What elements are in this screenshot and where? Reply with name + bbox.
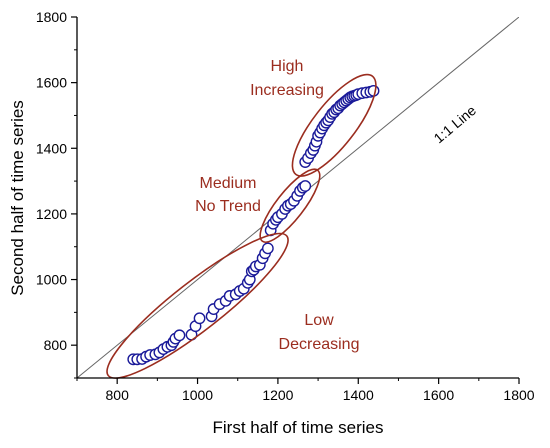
data-points (127, 84, 380, 366)
group-ellipse-2 (106, 232, 289, 379)
annotation-medium-line1: Medium (200, 175, 257, 192)
x-axis-label: First half of time series (213, 418, 384, 437)
x-tick-label: 1000 (182, 387, 213, 403)
x-tick-label: 800 (106, 387, 130, 403)
y-tick-label: 1000 (36, 272, 67, 288)
annotation-medium-line2: No Trend (195, 198, 261, 215)
x-tick-label: 1800 (503, 387, 534, 403)
axis-ticks: 800 1000 1200 1400 1600 1800 800 1000 1200 1400 16… (36, 9, 535, 403)
x-tick-label: 1200 (262, 387, 293, 403)
data-point (193, 312, 206, 325)
y-tick-label: 1800 (36, 9, 67, 25)
y-tick-label: 1400 (36, 140, 67, 156)
data-point (261, 242, 274, 255)
y-tick-label: 800 (44, 337, 68, 353)
data-point (299, 180, 312, 192)
y-tick-label: 1600 (36, 75, 67, 91)
annotation-high-line1: High (271, 58, 304, 75)
y-axis-label: Second half of time series (8, 100, 27, 296)
x-tick-label: 1600 (423, 387, 454, 403)
data-point (173, 329, 186, 342)
data-point (367, 84, 380, 97)
annotation-low-line1: Low (304, 312, 334, 329)
group-ellipse-1 (259, 168, 321, 243)
group-ellipses (106, 73, 377, 379)
group-annotations: High Increasing Medium No Trend Low Decr… (195, 58, 359, 353)
annotation-high-line2: Increasing (250, 82, 324, 99)
reference-line-label: 1:1 Line (431, 102, 480, 146)
x-tick-label: 1400 (343, 387, 374, 403)
annotation-low-line2: Decreasing (279, 336, 360, 353)
group-ellipse-0 (291, 73, 377, 177)
y-tick-label: 1200 (36, 206, 67, 222)
